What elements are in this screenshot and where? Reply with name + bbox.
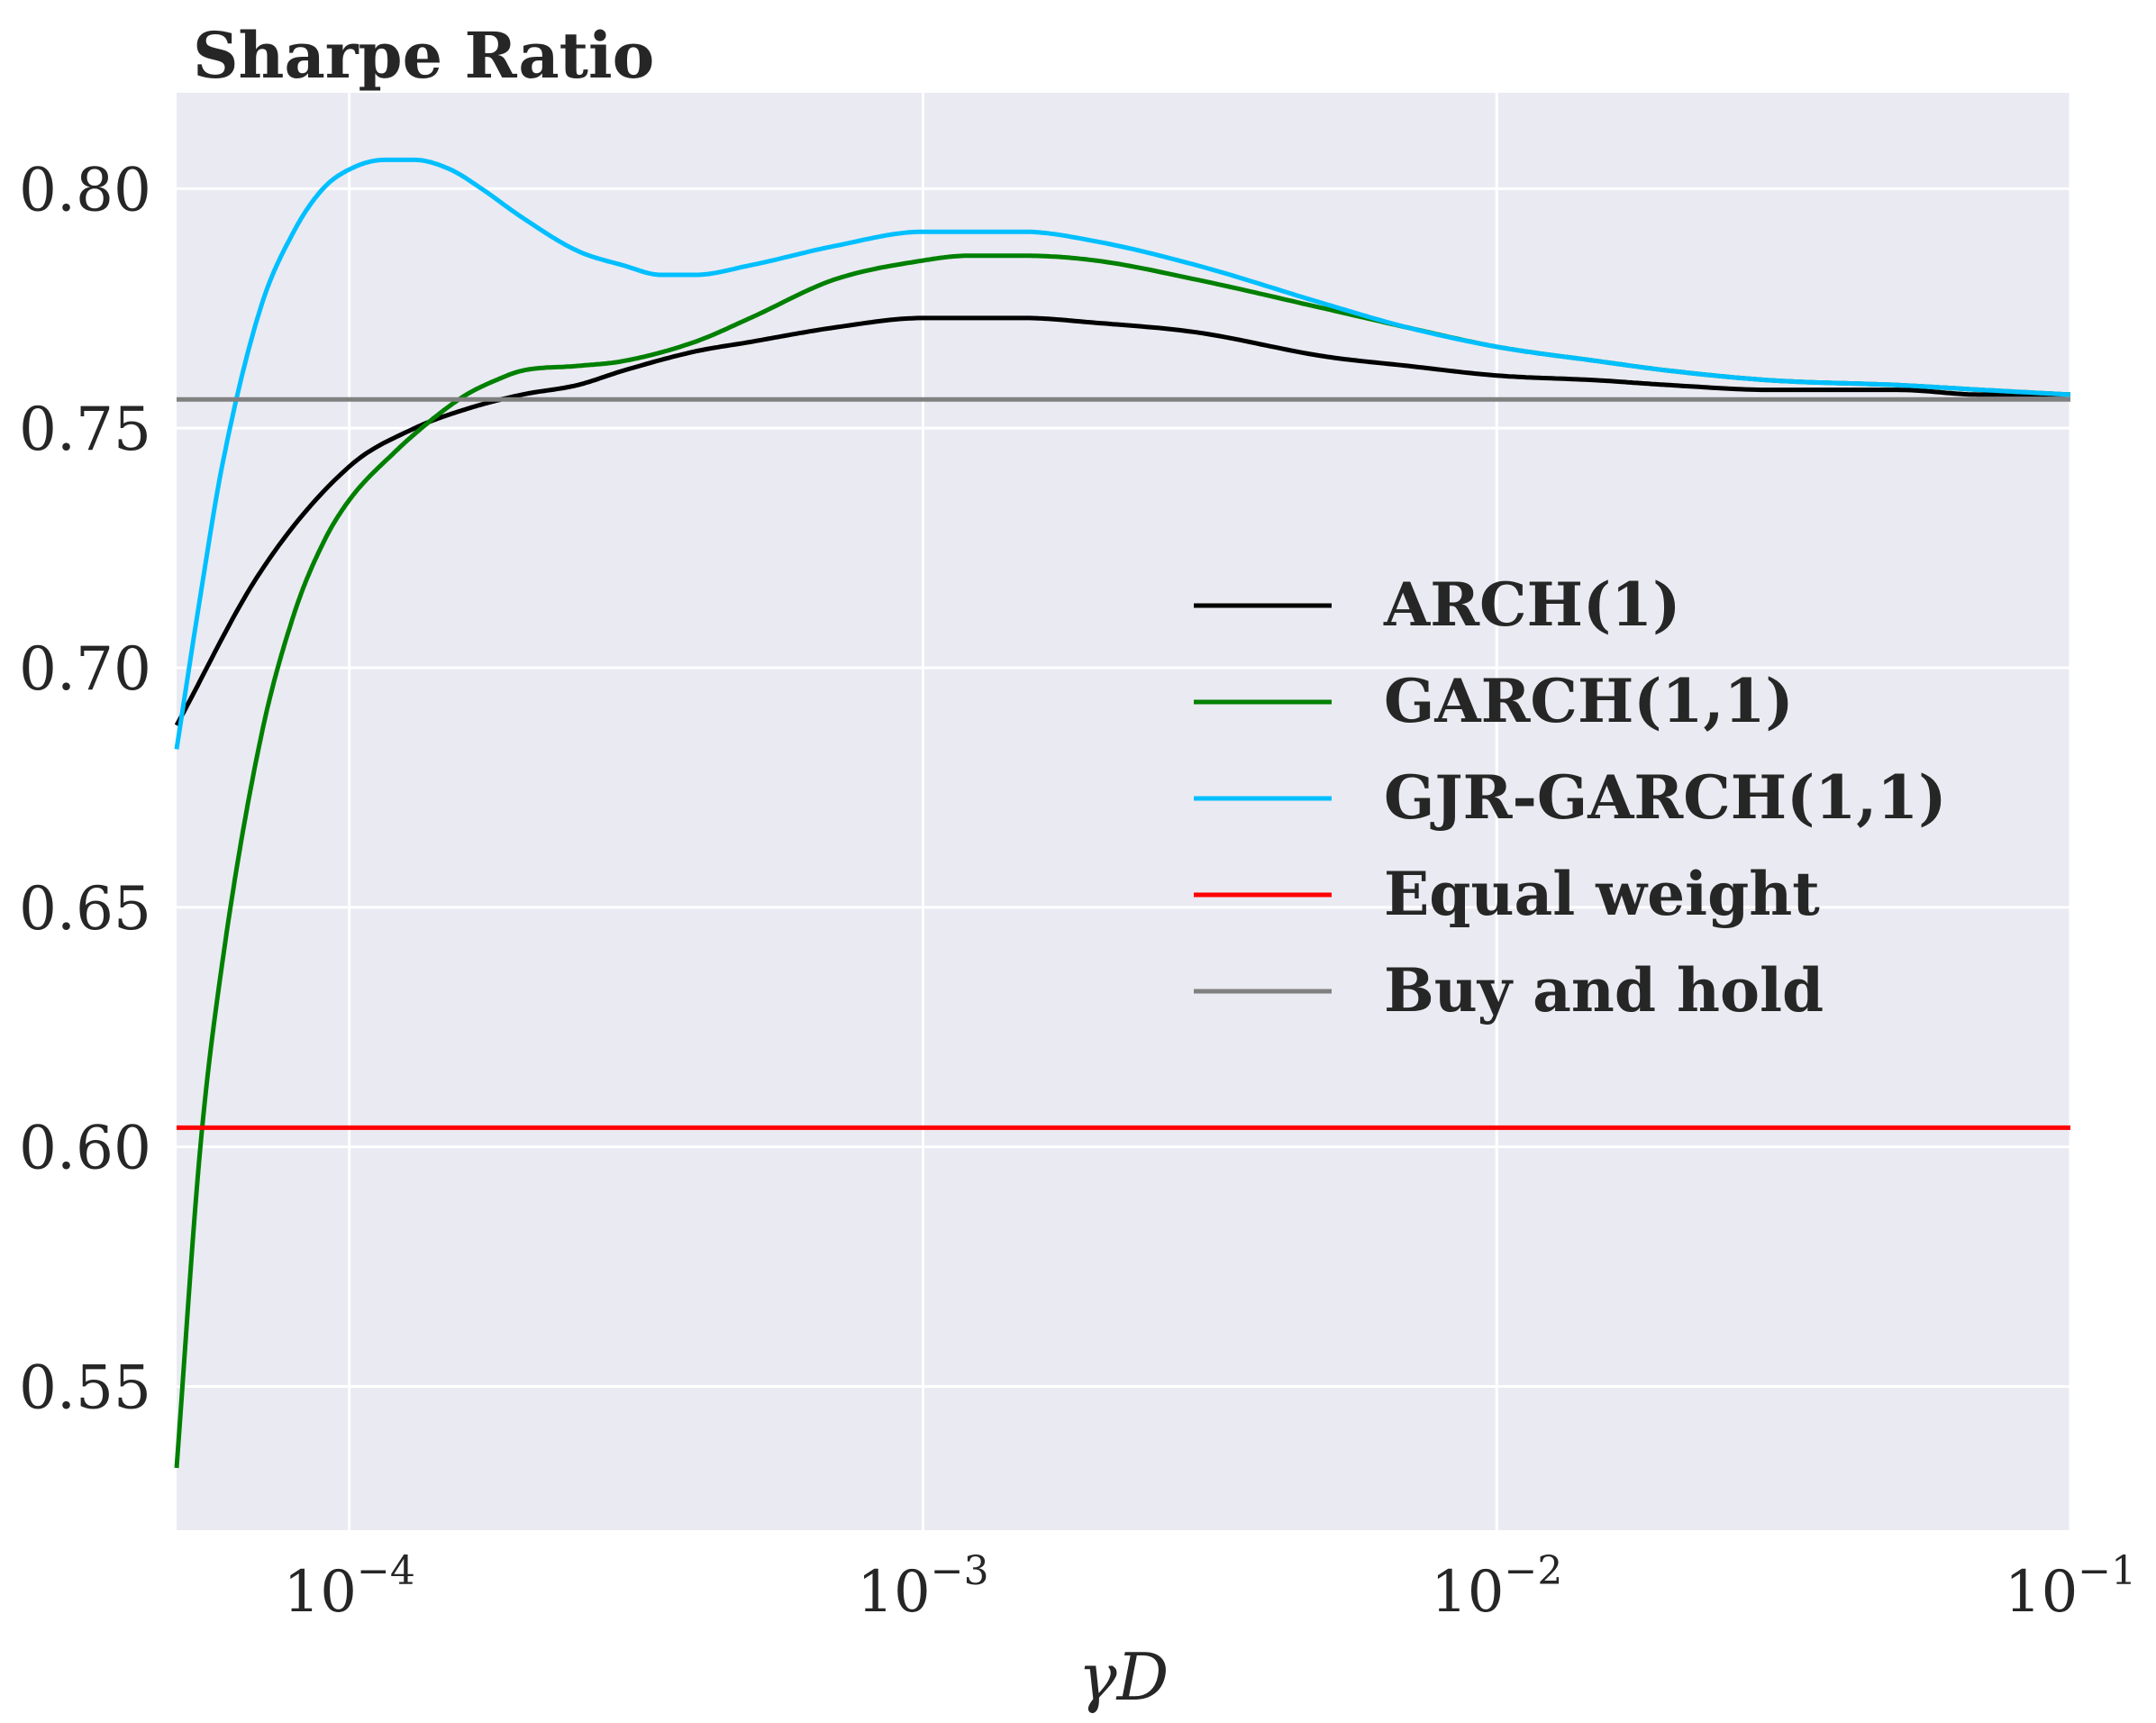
x-tick-base: 10 [1431, 1559, 1504, 1626]
y-tick-labels: 0.55 0.60 0.65 0.70 0.75 0.80 [19, 155, 151, 1422]
legend: ARCH(1) GARCH(1,1) GJR-GARCH(1,1) Equal wei… [1194, 570, 1946, 1026]
x-tick-exponent: −4 [357, 1548, 415, 1594]
y-tick-label: 0.65 [19, 874, 151, 944]
x-tick-labels: 10−4 10−3 10−2 10−1 [284, 1548, 2137, 1626]
y-tick-label: 0.55 [19, 1354, 151, 1423]
x-tick-base: 10 [2005, 1559, 2078, 1626]
x-tick-label: 10−1 [2005, 1548, 2136, 1626]
legend-label-arch-1: ARCH(1) [1383, 570, 1680, 640]
legend-label-gjr-garch-1-1: GJR-GARCH(1,1) [1384, 762, 1946, 833]
x-tick-label: 10−2 [1431, 1548, 1562, 1626]
y-tick-label: 0.70 [19, 634, 151, 704]
y-tick-label: 0.60 [19, 1114, 151, 1183]
y-tick-label: 0.80 [19, 155, 151, 224]
series-lines [174, 157, 2071, 1469]
x-tick-exponent: −2 [1505, 1548, 1563, 1594]
x-tick-exponent: −1 [2078, 1548, 2136, 1594]
legend-label-equal-weight: Equal weight [1384, 859, 1820, 929]
plot-background [177, 93, 2070, 1530]
x-axis-label: γD [1078, 1639, 1169, 1715]
x-axis-label-text: γD [1078, 1639, 1169, 1715]
series-line-arch-1 [174, 315, 2070, 727]
series-line-gjr-garch-1-1 [174, 157, 2071, 750]
x-tick-exponent: −3 [931, 1548, 989, 1594]
x-tick-base: 10 [857, 1559, 930, 1626]
chart-title: Sharpe Ratio [193, 18, 654, 93]
x-tick-label: 10−4 [284, 1548, 415, 1626]
legend-label-buy-and-hold: Buy and hold [1384, 955, 1824, 1026]
x-tick-base: 10 [284, 1559, 357, 1626]
legend-label-garch-1-1: GARCH(1,1) [1384, 666, 1794, 736]
grid-lines [177, 93, 2072, 1530]
y-tick-label: 0.75 [19, 395, 151, 464]
x-tick-label: 10−3 [857, 1548, 988, 1626]
